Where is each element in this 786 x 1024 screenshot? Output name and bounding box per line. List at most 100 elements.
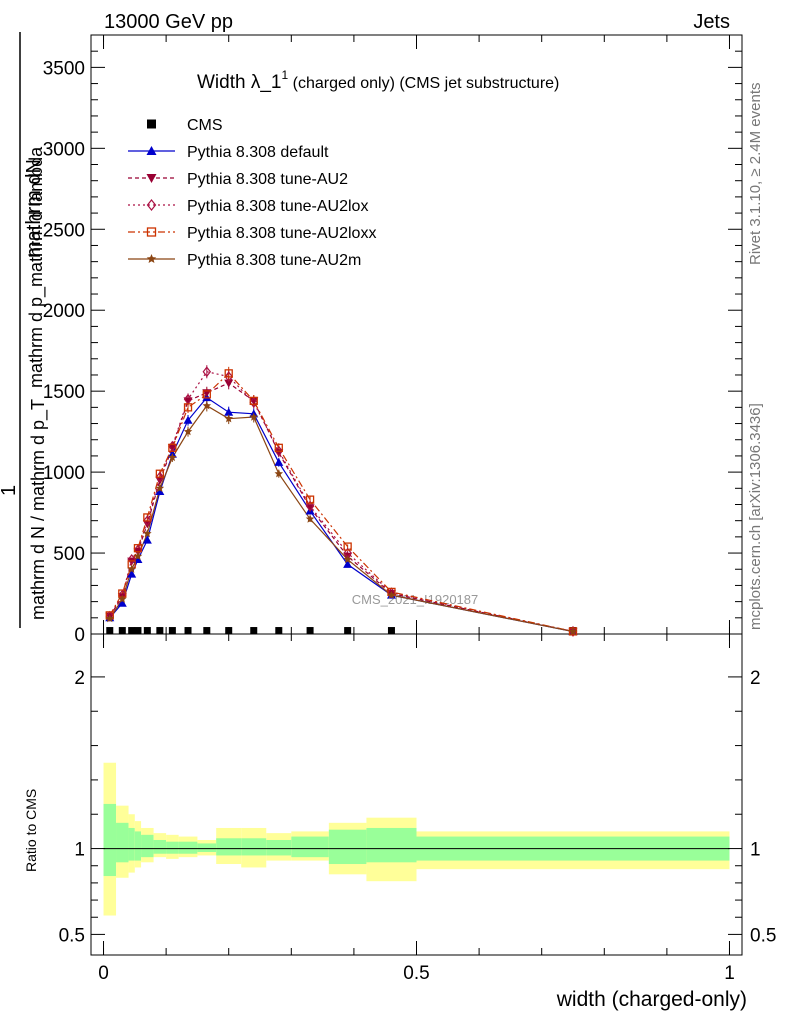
marker-pythia-8-308-tune-au2 — [183, 397, 193, 406]
ratio-y-axis-label: Ratio to CMS — [23, 789, 39, 872]
marker-cms — [344, 627, 352, 635]
marker-pythia-8-308-default — [183, 415, 193, 424]
ratio-y-tick-label-right: 1 — [750, 840, 761, 861]
marker-pythia-8-308-tune-au2m — [568, 627, 578, 636]
main-y-axis-label: mathrm dN mathrm d p_mathrm d lambda 1 m… — [0, 32, 49, 628]
legend-label-pythia-8-308-tune-au2: Pythia 8.308 tune-AU2 — [187, 171, 348, 188]
marker-cms — [134, 627, 142, 635]
legend-label-pythia-8-308-tune-au2loxx: Pythia 8.308 tune-AU2loxx — [187, 225, 376, 242]
marker-pythia-8-308-tune-au2 — [224, 379, 234, 388]
plot-title-sup: 1 — [281, 68, 288, 82]
marker-pythia-8-308-tune-au2lox — [105, 610, 115, 622]
marker-pythia-8-308-tune-au2lox — [305, 500, 315, 512]
marker-pythia-8-308-tune-au2m — [274, 469, 284, 478]
ylabel-numerator: mathrm dN — [23, 159, 45, 258]
marker-pythia-8-308-tune-au2loxx — [305, 495, 315, 504]
marker-pythia-8-308-default — [155, 487, 165, 496]
series-line-pythia-8-308-default — [109, 396, 574, 633]
marker-pythia-8-308-tune-au2m — [143, 529, 152, 538]
ratio-band-inner — [241, 838, 267, 856]
x-axis-label: width (charged-only) — [556, 988, 747, 1011]
marker-pythia-8-308-tune-au2loxx — [183, 403, 193, 412]
marker-pythia-8-308-tune-au2m — [343, 555, 352, 564]
ylabel-frac-denominator-2: mathrm d N / mathrm d p_T — [28, 399, 49, 620]
marker-pythia-8-308-tune-au2lox — [202, 366, 212, 378]
marker-pythia-8-308-tune-au2 — [127, 557, 137, 566]
marker-cms — [184, 627, 192, 635]
main-y-tick-label: 500 — [53, 544, 85, 565]
marker-cms — [128, 627, 136, 635]
marker-cms — [143, 627, 151, 635]
plot-title-suffix: (charged only) (CMS jet substructure) — [288, 75, 559, 92]
x-tick-label: 1 — [724, 963, 735, 984]
series-line-pythia-8-308-tune-au2 — [109, 382, 574, 632]
legend-marker-pythia-8-308-tune-au2m — [146, 254, 157, 264]
marker-pythia-8-308-tune-au2lox — [155, 471, 165, 483]
marker-pythia-8-308-tune-au2m — [387, 590, 396, 599]
marker-cms — [275, 627, 283, 635]
rivet-version-label: Rivet 3.1.10, ≥ 2.4M events — [747, 83, 764, 266]
main-y-tick-label: 3000 — [43, 139, 85, 160]
ratio-band-inner — [366, 827, 417, 863]
header-jets-label: Jets — [693, 11, 730, 33]
marker-pythia-8-308-tune-au2loxx — [343, 542, 352, 551]
ratio-y-tick-label: 1 — [74, 840, 85, 861]
marker-pythia-8-308-tune-au2loxx — [155, 469, 165, 478]
marker-cms — [250, 627, 258, 635]
legend-label-pythia-8-308-default: Pythia 8.308 default — [187, 144, 329, 161]
ratio-band-inner — [328, 829, 367, 865]
ratio-y-tick-label-right: 0.5 — [750, 925, 776, 946]
marker-cms — [306, 627, 314, 635]
ratio-band-inner — [153, 839, 167, 854]
main-y-tick-label: 3500 — [43, 58, 85, 79]
main-y-tick-label: 1500 — [43, 382, 85, 403]
marker-pythia-8-308-tune-au2m — [155, 483, 165, 492]
axes-ticks: 0 0.5 1 0 500 1000 1500 2000 2500 3000 3500 0.5 0.5 1… — [43, 35, 776, 984]
marker-pythia-8-308-tune-au2loxx — [143, 513, 152, 522]
series-markers — [105, 366, 578, 637]
header-energy-label: 13000 GeV pp — [104, 11, 233, 33]
ratio-band-inner — [116, 822, 129, 863]
marker-cms — [203, 627, 211, 635]
main-y-tick-label: 2000 — [43, 301, 85, 322]
series-line-pythia-8-308-tune-au2lox — [109, 371, 574, 632]
marker-pythia-8-308-tune-au2 — [167, 444, 177, 453]
marker-pythia-8-308-tune-au2loxx — [202, 390, 211, 399]
ratio-band-inner — [134, 831, 142, 861]
x-tick-label: 0 — [98, 963, 109, 984]
marker-cms — [106, 627, 114, 635]
marker-pythia-8-308-tune-au2lox — [249, 397, 259, 408]
marker-pythia-8-308-tune-au2m — [133, 551, 143, 560]
marker-pythia-8-308-tune-au2m — [202, 401, 212, 410]
marker-pythia-8-308-tune-au2m — [183, 427, 193, 436]
x-tick-label: 0.5 — [403, 963, 429, 984]
marker-pythia-8-308-tune-au2m — [224, 414, 233, 423]
series-line-pythia-8-308-tune-au2loxx — [109, 372, 574, 632]
legend-label-pythia-8-308-tune-au2lox: Pythia 8.308 tune-AU2lox — [187, 198, 368, 215]
marker-cms — [387, 627, 395, 635]
mcplots-label: mcplots.cern.ch [arXiv:1306.3436] — [747, 403, 764, 630]
marker-cms — [225, 627, 233, 635]
ylabel-one: 1 — [0, 485, 20, 496]
main-y-tick-label: 1000 — [43, 463, 85, 484]
plot-title: Width λ_11 (charged only) (CMS jet subst… — [197, 68, 559, 93]
ratio-y-tick-label: 2 — [74, 668, 85, 689]
marker-pythia-8-308-tune-au2lox — [127, 554, 136, 566]
legend-marker-pythia-8-308-default — [146, 146, 157, 155]
legend-label-pythia-8-308-tune-au2m: Pythia 8.308 tune-AU2m — [187, 252, 361, 269]
marker-pythia-8-308-tune-au2loxx — [274, 443, 283, 452]
marker-pythia-8-308-tune-au2lox — [568, 625, 578, 637]
legend-marker-pythia-8-308-tune-au2lox — [146, 199, 157, 211]
marker-pythia-8-308-tune-au2m — [305, 514, 315, 523]
legend-marker-pythia-8-308-tune-au2loxx — [146, 227, 157, 237]
marker-pythia-8-308-tune-au2lox — [387, 587, 396, 599]
marker-pythia-8-308-default — [343, 559, 353, 568]
ratio-band-inner — [103, 803, 117, 877]
ratio-y-tick-label-right: 2 — [750, 668, 761, 689]
marker-pythia-8-308-tune-au2m — [249, 412, 259, 421]
marker-pythia-8-308-tune-au2lox — [143, 515, 152, 527]
marker-pythia-8-308-default — [142, 535, 152, 544]
marker-pythia-8-308-tune-au2loxx — [133, 544, 143, 553]
marker-pythia-8-308-tune-au2loxx — [168, 443, 177, 452]
